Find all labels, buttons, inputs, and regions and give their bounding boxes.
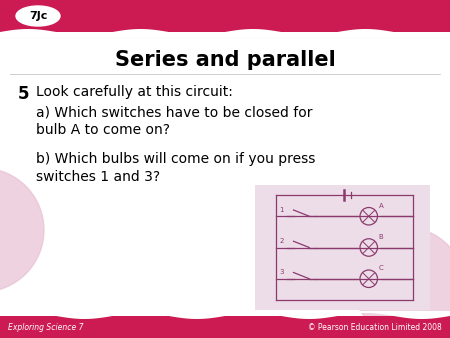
Polygon shape bbox=[0, 0, 450, 32]
Text: Series and parallel: Series and parallel bbox=[115, 50, 335, 70]
Polygon shape bbox=[0, 29, 450, 37]
Text: Look carefully at this circuit:: Look carefully at this circuit: bbox=[36, 85, 233, 99]
Text: C: C bbox=[378, 265, 383, 271]
Circle shape bbox=[0, 168, 44, 292]
Polygon shape bbox=[0, 316, 450, 338]
Text: A: A bbox=[378, 202, 383, 209]
Polygon shape bbox=[0, 311, 450, 319]
Text: 5: 5 bbox=[18, 85, 30, 103]
Text: 7Jc: 7Jc bbox=[29, 11, 47, 21]
Polygon shape bbox=[255, 185, 430, 310]
Ellipse shape bbox=[16, 6, 60, 26]
Text: Exploring Science 7: Exploring Science 7 bbox=[8, 322, 84, 332]
Text: B: B bbox=[378, 234, 383, 240]
Text: a) Which switches have to be closed for
bulb A to come on?: a) Which switches have to be closed for … bbox=[36, 105, 312, 138]
Text: © Pearson Education Limited 2008: © Pearson Education Limited 2008 bbox=[308, 322, 442, 332]
Text: 1: 1 bbox=[279, 207, 284, 213]
Text: 3: 3 bbox=[279, 269, 284, 275]
Circle shape bbox=[353, 228, 450, 338]
Text: b) Which bulbs will come on if you press
switches 1 and 3?: b) Which bulbs will come on if you press… bbox=[36, 152, 315, 185]
Text: 2: 2 bbox=[279, 238, 284, 244]
